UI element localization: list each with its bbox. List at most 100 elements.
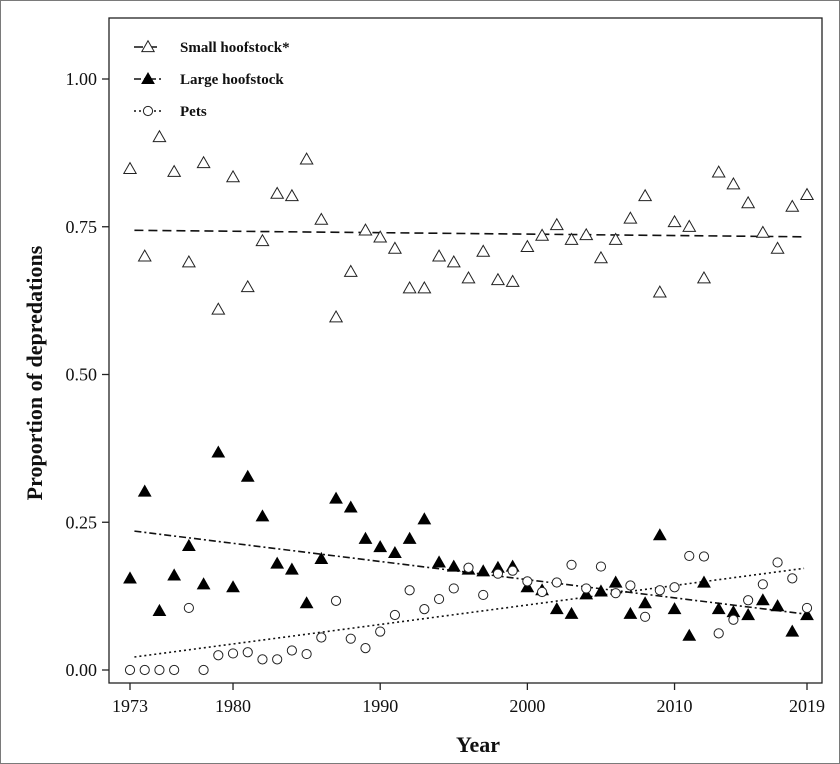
point-small-hoofstock (520, 239, 535, 252)
point-large-hoofstock (652, 528, 667, 541)
point-small-hoofstock (314, 212, 329, 225)
point-pets (595, 561, 607, 572)
point-small-hoofstock (270, 186, 285, 199)
point-small-hoofstock (358, 223, 373, 236)
point-small-hoofstock (152, 129, 167, 143)
point-small-hoofstock (755, 225, 770, 238)
x-axis-title: Year (456, 732, 500, 757)
point-pets (154, 664, 165, 676)
point-large-hoofstock (329, 491, 343, 504)
point-large-hoofstock (623, 606, 638, 619)
point-large-hoofstock (226, 580, 240, 593)
point-small-hoofstock (284, 188, 299, 202)
data-points (122, 129, 815, 676)
point-large-hoofstock (520, 580, 535, 593)
point-pets (330, 595, 342, 606)
x-tick-label: 2010 (657, 696, 693, 716)
point-large-hoofstock (388, 545, 402, 559)
point-small-hoofstock (623, 211, 638, 224)
legend-label-pets: Pets (180, 104, 207, 120)
point-large-hoofstock (432, 555, 446, 568)
point-pets (625, 580, 636, 591)
point-small-hoofstock (387, 241, 402, 254)
point-small-hoofstock (490, 272, 505, 286)
point-large-hoofstock (800, 608, 814, 621)
point-pets (536, 586, 548, 598)
point-small-hoofstock (417, 281, 432, 294)
point-small-hoofstock (770, 241, 785, 254)
plot-area (108, 17, 823, 684)
point-small-hoofstock (579, 227, 594, 241)
point-small-hoofstock (181, 255, 196, 268)
point-small-hoofstock (167, 164, 182, 177)
point-pets (478, 589, 489, 601)
point-small-hoofstock (240, 279, 255, 293)
point-small-hoofstock (211, 302, 226, 315)
point-pets (419, 604, 430, 615)
point-large-hoofstock (549, 602, 564, 615)
point-pets (286, 645, 297, 656)
point-large-hoofstock (358, 531, 373, 544)
point-pets (566, 559, 577, 570)
point-small-hoofstock (343, 264, 358, 277)
point-small-hoofstock (505, 274, 520, 287)
plot-border (108, 17, 823, 684)
point-large-hoofstock (299, 596, 314, 609)
point-large-hoofstock (196, 577, 211, 590)
point-pets (522, 576, 533, 587)
point-large-hoofstock (285, 562, 299, 575)
point-large-hoofstock (167, 568, 182, 581)
point-pets (198, 664, 209, 676)
point-pets (360, 643, 371, 654)
point-large-hoofstock (741, 608, 756, 621)
point-small-hoofstock (667, 214, 682, 228)
point-large-hoofstock (785, 624, 800, 637)
point-pets (316, 632, 327, 643)
point-pets (227, 648, 239, 659)
point-pets (433, 593, 445, 605)
point-small-hoofstock (432, 249, 447, 262)
point-pets (375, 626, 386, 637)
point-small-hoofstock (638, 188, 653, 202)
point-small-hoofstock (476, 244, 491, 257)
y-tick-label: 0.25 (66, 512, 98, 532)
point-small-hoofstock (225, 169, 241, 183)
point-small-hoofstock (373, 230, 388, 243)
y-axis-title: Proportion of depredations (22, 245, 47, 500)
point-pets (654, 585, 665, 596)
point-pets (183, 602, 194, 614)
point-pets (801, 602, 813, 614)
point-pets (169, 664, 180, 676)
point-pets (213, 650, 224, 661)
point-large-hoofstock (682, 628, 697, 641)
point-large-hoofstock (123, 571, 137, 584)
point-large-hoofstock (314, 551, 329, 564)
point-small-hoofstock (593, 250, 609, 264)
x-tick-label: 1990 (362, 696, 398, 716)
legend-label-large-hoofstock: Large hoofstock (180, 72, 284, 88)
point-pets (345, 633, 356, 644)
point-pets (669, 582, 680, 593)
point-small-hoofstock (726, 176, 741, 190)
point-pets (581, 583, 592, 594)
legend-marker-pets (142, 105, 154, 117)
point-pets (389, 609, 401, 621)
x-tick-label: 2019 (789, 696, 825, 716)
point-large-hoofstock (137, 484, 152, 497)
y-tick-label: 0.50 (66, 365, 98, 385)
point-large-hoofstock (476, 564, 491, 577)
point-large-hoofstock (402, 531, 417, 544)
point-small-hoofstock (328, 309, 344, 323)
point-large-hoofstock (667, 602, 682, 615)
point-pets (684, 550, 695, 562)
x-tick-label: 1980 (215, 696, 251, 716)
point-pets (139, 664, 150, 676)
point-large-hoofstock (697, 575, 711, 588)
trend-line-small-hoofstock (134, 229, 805, 238)
point-large-hoofstock (608, 575, 623, 588)
y-tick-label: 1.00 (66, 69, 98, 89)
point-large-hoofstock (446, 559, 461, 572)
point-large-hoofstock (594, 584, 608, 597)
